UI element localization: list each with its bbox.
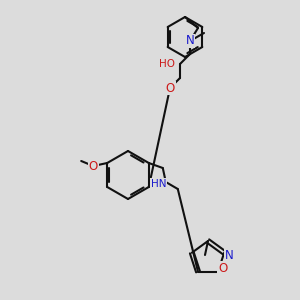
Text: O: O — [165, 82, 175, 94]
Text: O: O — [218, 262, 228, 275]
Text: O: O — [88, 160, 98, 172]
Text: HO: HO — [159, 59, 175, 69]
Text: HN: HN — [151, 179, 167, 189]
Text: N: N — [186, 34, 194, 47]
Text: N: N — [225, 249, 233, 262]
